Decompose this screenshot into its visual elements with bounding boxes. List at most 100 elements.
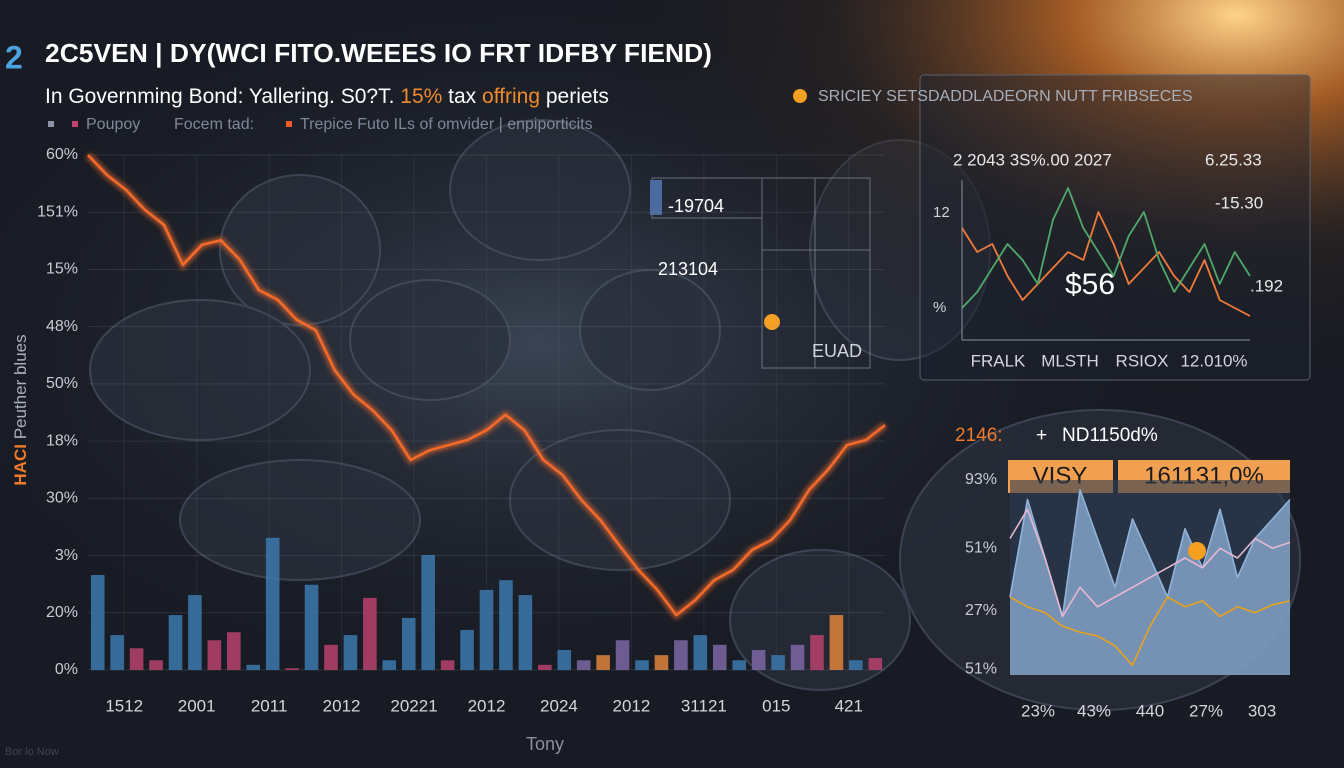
annotation: .192 (1250, 276, 1283, 295)
x-tick-label: 12.010% (1180, 351, 1247, 370)
bar (635, 660, 649, 670)
title: 2C5VEN | DY(WCI FITO.WEEES IO FRT IDFBY … (45, 38, 712, 68)
annotation: EUAD (812, 341, 862, 361)
bar (421, 554, 435, 670)
annotation: -19704 (668, 196, 724, 216)
bar (90, 575, 105, 670)
bar (304, 584, 319, 670)
bar (576, 660, 591, 670)
bar (440, 660, 455, 670)
legend-item: Trepice Futo ILs of omvider | enpiportic… (300, 116, 593, 133)
subtitle-part: 15% (400, 85, 442, 108)
highlight-dot (764, 314, 780, 330)
y-tick-label: 20% (46, 604, 78, 621)
annotation: 12 (933, 204, 950, 221)
bar (810, 635, 824, 670)
bar (168, 615, 183, 670)
line (961, 187, 1251, 309)
x-tick-label: 27% (1189, 701, 1223, 720)
bar (401, 617, 416, 670)
subtitle-part: In Governming Bond: Yallering. S0?T. (45, 85, 394, 108)
x-axis-label: Tony (526, 734, 564, 754)
x-tick-label: 2012 (323, 696, 361, 715)
bar (654, 655, 669, 670)
subtitle-part: tax (448, 85, 477, 108)
x-tick-label: 440 (1136, 701, 1164, 720)
line (1009, 508, 1291, 618)
legend-marker (48, 121, 54, 127)
x-tick-label: 303 (1248, 701, 1276, 720)
line (87, 154, 886, 617)
annotation: -15.30 (1215, 193, 1263, 212)
bar (479, 589, 494, 670)
inset-bar (650, 180, 662, 215)
x-tick-label: 2012 (468, 696, 506, 715)
x-tick-label: 2024 (540, 696, 578, 715)
y-tick-label: 3% (55, 547, 78, 564)
bar (110, 635, 124, 670)
x-tick-label: 2001 (178, 696, 216, 715)
y-tick-label: 18% (46, 432, 78, 449)
bar (712, 644, 727, 670)
legend-marker (72, 121, 78, 127)
bar (615, 640, 630, 670)
bar (149, 660, 163, 670)
footnote: Bor lo Now (5, 746, 59, 758)
x-tick-label: RSIOX (1116, 351, 1169, 370)
bar (226, 632, 241, 670)
bar (207, 640, 222, 670)
bar (285, 668, 299, 670)
bar (829, 615, 844, 670)
x-tick-label: MLSTH (1041, 351, 1099, 370)
bar (499, 580, 513, 670)
bar (771, 655, 785, 670)
subtitle: In Governming Bond: Yallering. S0?T. 15%… (45, 85, 609, 108)
bar (324, 644, 338, 670)
highlight-dot (1188, 542, 1206, 560)
bar (343, 635, 358, 670)
y-axis-label: HACI Peuther blues (11, 334, 30, 485)
bar (382, 660, 397, 670)
title-dot (793, 89, 807, 103)
bar (129, 648, 144, 670)
panel-title: SRICIEY SETSDADDLADEORN NUTT FRIBSECES (818, 88, 1193, 105)
x-tick-label: 015 (762, 696, 790, 715)
bar (265, 537, 280, 670)
annotation: 2 2043 3S%.00 2027 (953, 150, 1112, 169)
x-tick-label: 2011 (251, 696, 288, 715)
x-tick-label: 1512 (105, 696, 143, 715)
bar (246, 664, 261, 670)
y-tick-label: 0% (55, 661, 78, 678)
area (1010, 489, 1290, 675)
y-tick-label: 151% (37, 203, 78, 220)
plus-sign: + (1036, 425, 1047, 446)
y-axis-label-prefix: HACI (11, 444, 30, 486)
x-tick-label: 43% (1077, 701, 1111, 720)
line (1009, 596, 1291, 667)
y-tick-label: 60% (46, 146, 78, 163)
subtitle-part: offring (482, 85, 540, 108)
y-tick-label: 51% (965, 539, 997, 556)
annotation: ND1150d% (1062, 425, 1158, 446)
annotation: 213104 (658, 259, 718, 279)
y-tick-label: 48% (46, 318, 78, 335)
subtitle-part: periets (546, 85, 609, 108)
y-tick-label: 50% (46, 375, 78, 392)
x-tick-label: 23% (1021, 701, 1055, 720)
bar (674, 640, 688, 670)
x-tick-label: 421 (835, 696, 863, 715)
bar (868, 657, 883, 670)
bar (557, 649, 572, 670)
bar (849, 660, 863, 670)
y-tick-label: 51% (965, 660, 997, 677)
bar (693, 635, 708, 670)
bar (363, 597, 377, 670)
x-tick-label: FRALK (971, 351, 1026, 370)
badge: 2 (5, 39, 23, 75)
x-tick-label: 31121 (681, 696, 727, 715)
bar (596, 655, 610, 670)
bar (751, 649, 766, 670)
legend-item: Poupoy (86, 116, 140, 133)
x-tick-label: 20221 (390, 696, 437, 715)
